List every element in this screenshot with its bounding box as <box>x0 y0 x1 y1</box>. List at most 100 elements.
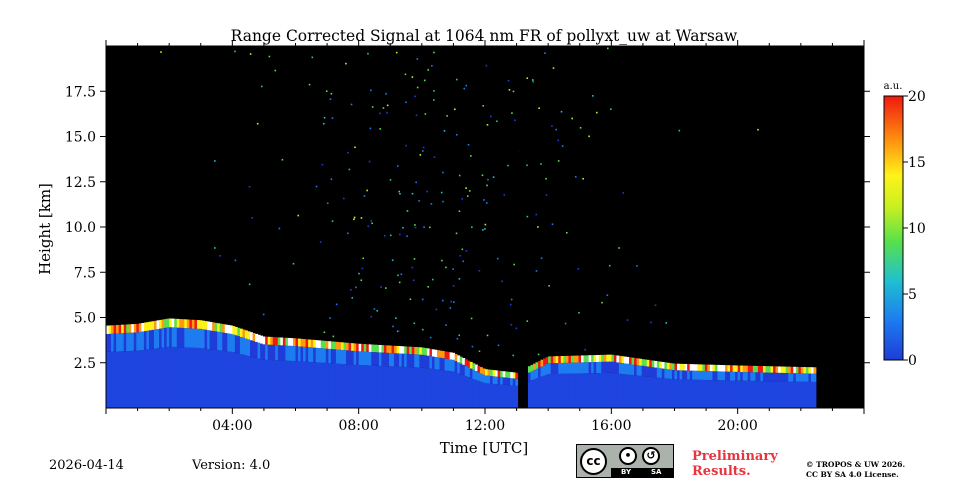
signal-cell-top <box>381 345 385 353</box>
signal-cell-mix <box>275 345 279 361</box>
signal-cell-bl <box>770 381 774 408</box>
x-axis-label: Time [UTC] <box>440 439 529 457</box>
noise-point <box>618 247 620 249</box>
noise-point <box>435 308 438 311</box>
signal-cell-bl <box>330 363 334 408</box>
signal-cell-top <box>795 366 799 374</box>
signal-cell-bl <box>490 383 493 408</box>
signal-cell-top <box>722 365 726 372</box>
signal-cell-top <box>212 322 216 331</box>
noise-point <box>571 117 573 120</box>
signal-cell-top <box>760 366 764 373</box>
signal-cell-bl <box>426 368 430 408</box>
signal-cell-top <box>186 319 190 329</box>
signal-cell-top <box>553 356 557 364</box>
signal-cell-mix <box>244 338 248 356</box>
signal-cell-bl <box>747 380 751 408</box>
signal-cell-top <box>313 339 317 348</box>
signal-cell-top <box>530 364 534 372</box>
signal-cell-bl <box>356 364 360 408</box>
signal-cell-top <box>636 358 640 366</box>
noise-point <box>429 226 431 229</box>
signal-cell-top <box>651 360 655 368</box>
signal-cell-mix <box>143 331 147 350</box>
signal-cell-bl <box>346 364 349 408</box>
signal-cell-top <box>348 342 352 351</box>
noise-point <box>395 317 397 319</box>
signal-cell-mix <box>730 371 734 381</box>
signal-cell-top <box>426 348 430 356</box>
signal-cell-bl <box>305 361 309 408</box>
noise-point <box>421 298 424 301</box>
noise-point <box>433 156 436 158</box>
colorbar-tick-label: 5 <box>908 287 917 303</box>
noise-point <box>402 226 404 229</box>
signal-cell-bl <box>477 380 481 408</box>
signal-cell-bl <box>116 351 120 408</box>
signal-cell-bl <box>679 379 683 408</box>
signal-cell-mix <box>482 374 486 383</box>
noise-point <box>578 311 580 314</box>
signal-cell-top <box>194 319 198 329</box>
noise-point <box>398 190 401 193</box>
signal-cell-mix <box>477 372 481 381</box>
signal-cell-top <box>219 323 223 333</box>
signal-cell-bl <box>550 374 554 408</box>
signal-cell-bl <box>424 368 428 408</box>
signal-cell-bl <box>399 366 403 408</box>
signal-cell-bl <box>472 379 476 408</box>
noise-point <box>397 274 399 277</box>
signal-cell-bl <box>416 367 420 408</box>
noise-point <box>411 192 414 195</box>
signal-cell-bl <box>138 350 142 408</box>
signal-cell-mix <box>803 373 807 382</box>
noise-point <box>371 222 373 225</box>
cc-license-badge[interactable]: cc • ↺ BY SA <box>576 444 674 478</box>
signal-cell-mix <box>401 353 405 367</box>
noise-point <box>461 198 463 200</box>
noise-point <box>482 229 484 231</box>
noise-point <box>526 164 528 167</box>
signal-cell-top <box>452 352 456 360</box>
signal-cell-bl <box>328 363 332 408</box>
signal-cell-top <box>505 371 509 378</box>
attribution-icon: • <box>619 447 637 465</box>
signal-cell-mix <box>512 378 516 386</box>
signal-cell-mix <box>126 332 130 352</box>
x-tick-label: 20:00 <box>717 418 757 434</box>
signal-cell-bl <box>194 347 198 408</box>
signal-cell-top <box>639 358 643 366</box>
noise-point <box>416 86 419 89</box>
signal-cell-bl <box>469 378 473 408</box>
signal-cell-top <box>247 331 251 340</box>
signal-cell-bl <box>808 381 812 408</box>
noise-point <box>566 231 568 234</box>
signal-cell-bl <box>169 346 173 408</box>
noise-point <box>441 259 443 262</box>
signal-cell-top <box>472 363 476 370</box>
signal-cell-mix <box>780 372 784 382</box>
signal-cell-top <box>601 354 605 362</box>
signal-cell-mix <box>399 353 403 367</box>
signal-cell-top <box>340 342 344 350</box>
noise-point <box>251 217 254 219</box>
signal-cell-bl <box>732 380 736 408</box>
signal-cell-mix <box>224 333 228 352</box>
signal-cell-mix <box>363 351 367 366</box>
signal-cell-mix <box>234 335 238 353</box>
signal-cell-bl <box>593 373 597 408</box>
signal-cell-bl <box>578 373 582 408</box>
signal-cell-bl <box>495 384 499 408</box>
noise-point <box>418 200 420 202</box>
signal-cell-top <box>154 320 157 330</box>
signal-cell-bl <box>674 379 678 408</box>
signal-cell-top <box>436 350 440 358</box>
signal-cell-bl <box>742 380 746 408</box>
signal-cell-top <box>368 344 372 352</box>
signal-cell-top <box>429 348 433 357</box>
footer-version: Version: 4.0 <box>192 458 271 473</box>
noise-point <box>606 294 609 297</box>
noise-point <box>330 178 333 180</box>
signal-cell-bl <box>368 365 372 408</box>
signal-cell-bl <box>219 350 223 408</box>
